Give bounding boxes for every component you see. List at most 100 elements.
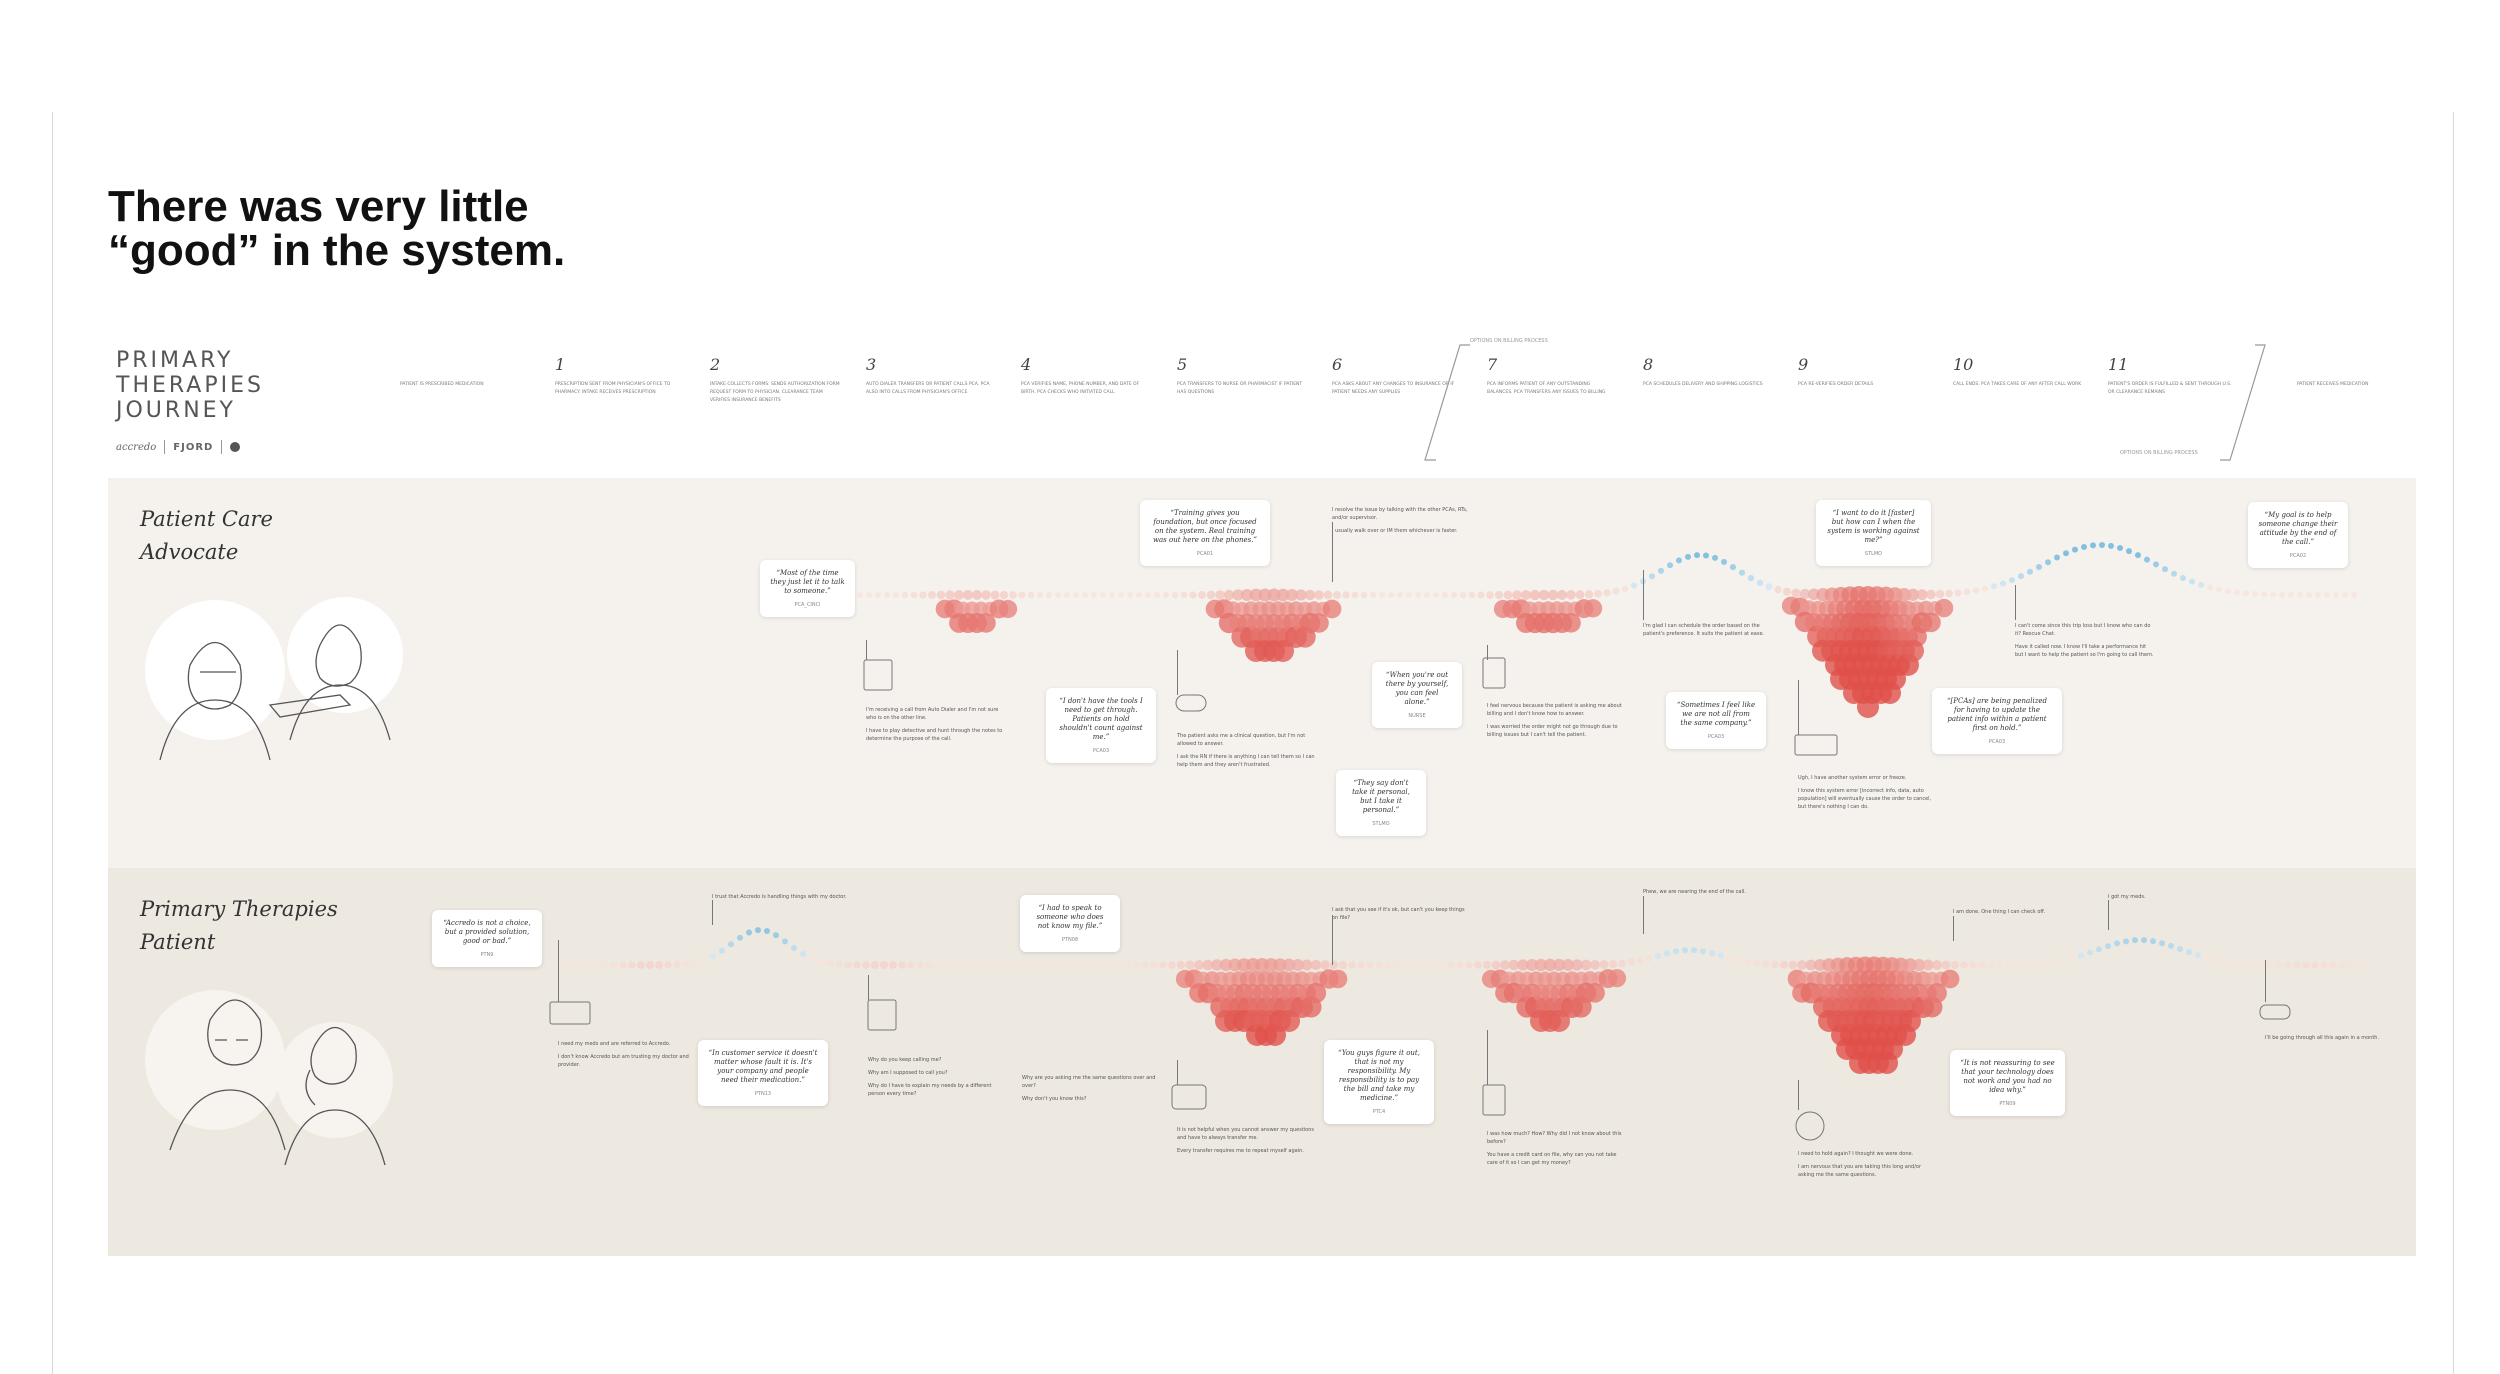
journey-steps: PATIENT IS PRESCRIBED MEDICATION 1 PRESCR…: [0, 355, 2500, 465]
quote-text: “They say don't take it personal, but I …: [1352, 779, 1410, 814]
emotion-bubble: [2153, 561, 2159, 568]
step-number: 9: [1798, 355, 1809, 374]
note-paragraph: I need my meds and are referred to Accre…: [558, 1041, 671, 1047]
emotion-bubble: [943, 961, 951, 969]
emotion-bubble: [990, 590, 1000, 600]
emotion-bubble: [1922, 959, 1934, 971]
frame-right-border: [2453, 112, 2454, 1374]
connector-line: [712, 900, 713, 925]
emotion-bubble: [1571, 959, 1583, 971]
frame-left-border: [52, 112, 53, 1374]
emotion-bubble: [1258, 588, 1272, 602]
emotion-bubble: [2144, 556, 2150, 563]
lane-title-patient: Primary Therapies Patient: [140, 893, 338, 959]
emotion-bubble: [2063, 550, 2070, 557]
quote-source: PTN13: [754, 1091, 772, 1097]
patient-note: I got my meds.: [2108, 893, 2248, 906]
emotion-bubble: [1547, 589, 1559, 601]
quote-bubble: “In customer service it doesn't matter w…: [698, 1040, 828, 1106]
emotion-bubble: [1708, 950, 1716, 957]
step-text: PATIENT RECEIVES MEDICATION: [2297, 382, 2369, 387]
emotion-bubble: [1211, 959, 1223, 971]
emotion-bubble: [1459, 591, 1467, 599]
lane-title-line-1: Patient Care: [140, 507, 273, 531]
emotion-bubble: [1884, 667, 1906, 690]
emotion-bubble: [1693, 552, 1701, 559]
emotion-bubble: [1902, 639, 1924, 662]
patient-note: I was how much? How? Why did I not know …: [1487, 1130, 1627, 1172]
emotion-bubble: [1272, 640, 1294, 662]
step-text: PATIENT'S ORDER IS FULFILLED & SENT THRO…: [2108, 382, 2232, 395]
note-paragraph: I'm glad I can schedule the order based …: [1643, 623, 1765, 637]
emotion-bubble: [1096, 961, 1104, 969]
emotion-bubble: [910, 591, 918, 599]
journey-title-line-3: JOURNEY: [116, 398, 236, 423]
emotion-bubble: [2114, 940, 2120, 947]
emotion-bubble: [781, 938, 789, 945]
emotion-bubble: [2053, 554, 2061, 561]
advocate-note: I can't come since this trip loss but I …: [2015, 622, 2155, 664]
emotion-bubble: [1517, 959, 1529, 971]
emotion-bubble: [1162, 591, 1170, 599]
emotion-bubble: [2356, 961, 2364, 969]
step-text: PRESCRIPTION SENT FROM PHYSICIAN'S OFFIC…: [555, 382, 671, 395]
journey-title-line-1: PRIMARY: [116, 348, 234, 373]
emotion-bubble: [1063, 591, 1071, 599]
note-paragraph: Why do you keep calling me?: [868, 1057, 942, 1063]
emotion-bubble: [1320, 960, 1330, 970]
emotion-bubble: [2068, 955, 2076, 962]
emotion-bubble: [664, 961, 672, 969]
emotion-bubble: [1972, 587, 1980, 594]
connector-line: [1798, 680, 1799, 735]
monitor-icon: [1794, 734, 1838, 756]
emotion-bubble: [1033, 961, 1041, 969]
emotion-bubble: [2117, 545, 2123, 552]
connector-line: [1332, 915, 1333, 965]
connector-line: [1487, 1030, 1488, 1085]
emotion-bubble: [1429, 961, 1437, 969]
note-paragraph: I know this system error [incorrect info…: [1798, 788, 1932, 810]
emotion-bubble: [1630, 582, 1638, 589]
patient-note: I'll be going through all this again in …: [2265, 1034, 2405, 1047]
emotion-bubble: [1069, 961, 1077, 969]
note-paragraph: Why am I supposed to call you?: [868, 1070, 948, 1076]
emotion-bubble: [1548, 1009, 1570, 1032]
emotion-bubble: [1774, 585, 1782, 594]
emotion-bubble: [1590, 959, 1600, 970]
patient-note: I ask that you see if it's ok, but can't…: [1332, 906, 1472, 927]
emotion-bubble: [1366, 961, 1374, 969]
advocate-note: I'm receiving a call from Auto Dialer an…: [866, 706, 1006, 748]
patient-note: Phew, we are nearing the end of the call…: [1643, 888, 1783, 901]
step-8: 8 PCA SCHEDULES DELIVERY AND SHIPPING LOG…: [1643, 355, 1773, 389]
emotion-bubble: [1168, 961, 1176, 969]
emotion-bubble: [1494, 590, 1504, 600]
emotion-bubble: [1007, 962, 1014, 969]
emotion-bubble: [1583, 599, 1603, 618]
emotion-bubble: [901, 591, 909, 599]
quote-text: “Accredo is not a choice, but a provided…: [443, 919, 531, 945]
quote-bubble: “Sometimes I feel like we are not all fr…: [1666, 692, 1766, 749]
quote-source: PTN9: [480, 952, 494, 958]
step-7: 7 PCA INFORMS PATIENT OF ANY OUTSTANDING …: [1487, 355, 1617, 397]
emotion-bubble: [1797, 960, 1807, 970]
emotion-bubble: [1351, 591, 1359, 599]
emotion-bubble: [709, 953, 717, 960]
emotion-bubble: [1411, 961, 1419, 969]
note-paragraph: I was worried the order might not go thr…: [1487, 724, 1618, 738]
emotion-bubble: [928, 591, 936, 599]
emotion-bubble: [1420, 961, 1428, 969]
emotion-bubble: [1285, 588, 1299, 602]
emotion-bubble: [1912, 958, 1926, 972]
emotion-bubble: [1963, 588, 1971, 596]
emotion-bubble: [1332, 590, 1342, 600]
connector-line: [2265, 960, 2266, 1002]
emotion-bubble: [1607, 969, 1627, 988]
emotion-bubble: [1141, 961, 1149, 969]
emotion-bubble: [1432, 591, 1440, 599]
emotion-bubble: [2032, 960, 2040, 967]
emotion-bubble: [1940, 969, 1960, 989]
quote-text: “When you're out there by yourself, you …: [1385, 671, 1449, 706]
emotion-bubble: [2279, 591, 2285, 598]
quote-bubble: “I had to speak to someone who does not …: [1020, 895, 1120, 952]
step-text: PCA ASKS ABOUT ANY CHANGES TO INSURANCE …: [1332, 382, 1455, 395]
